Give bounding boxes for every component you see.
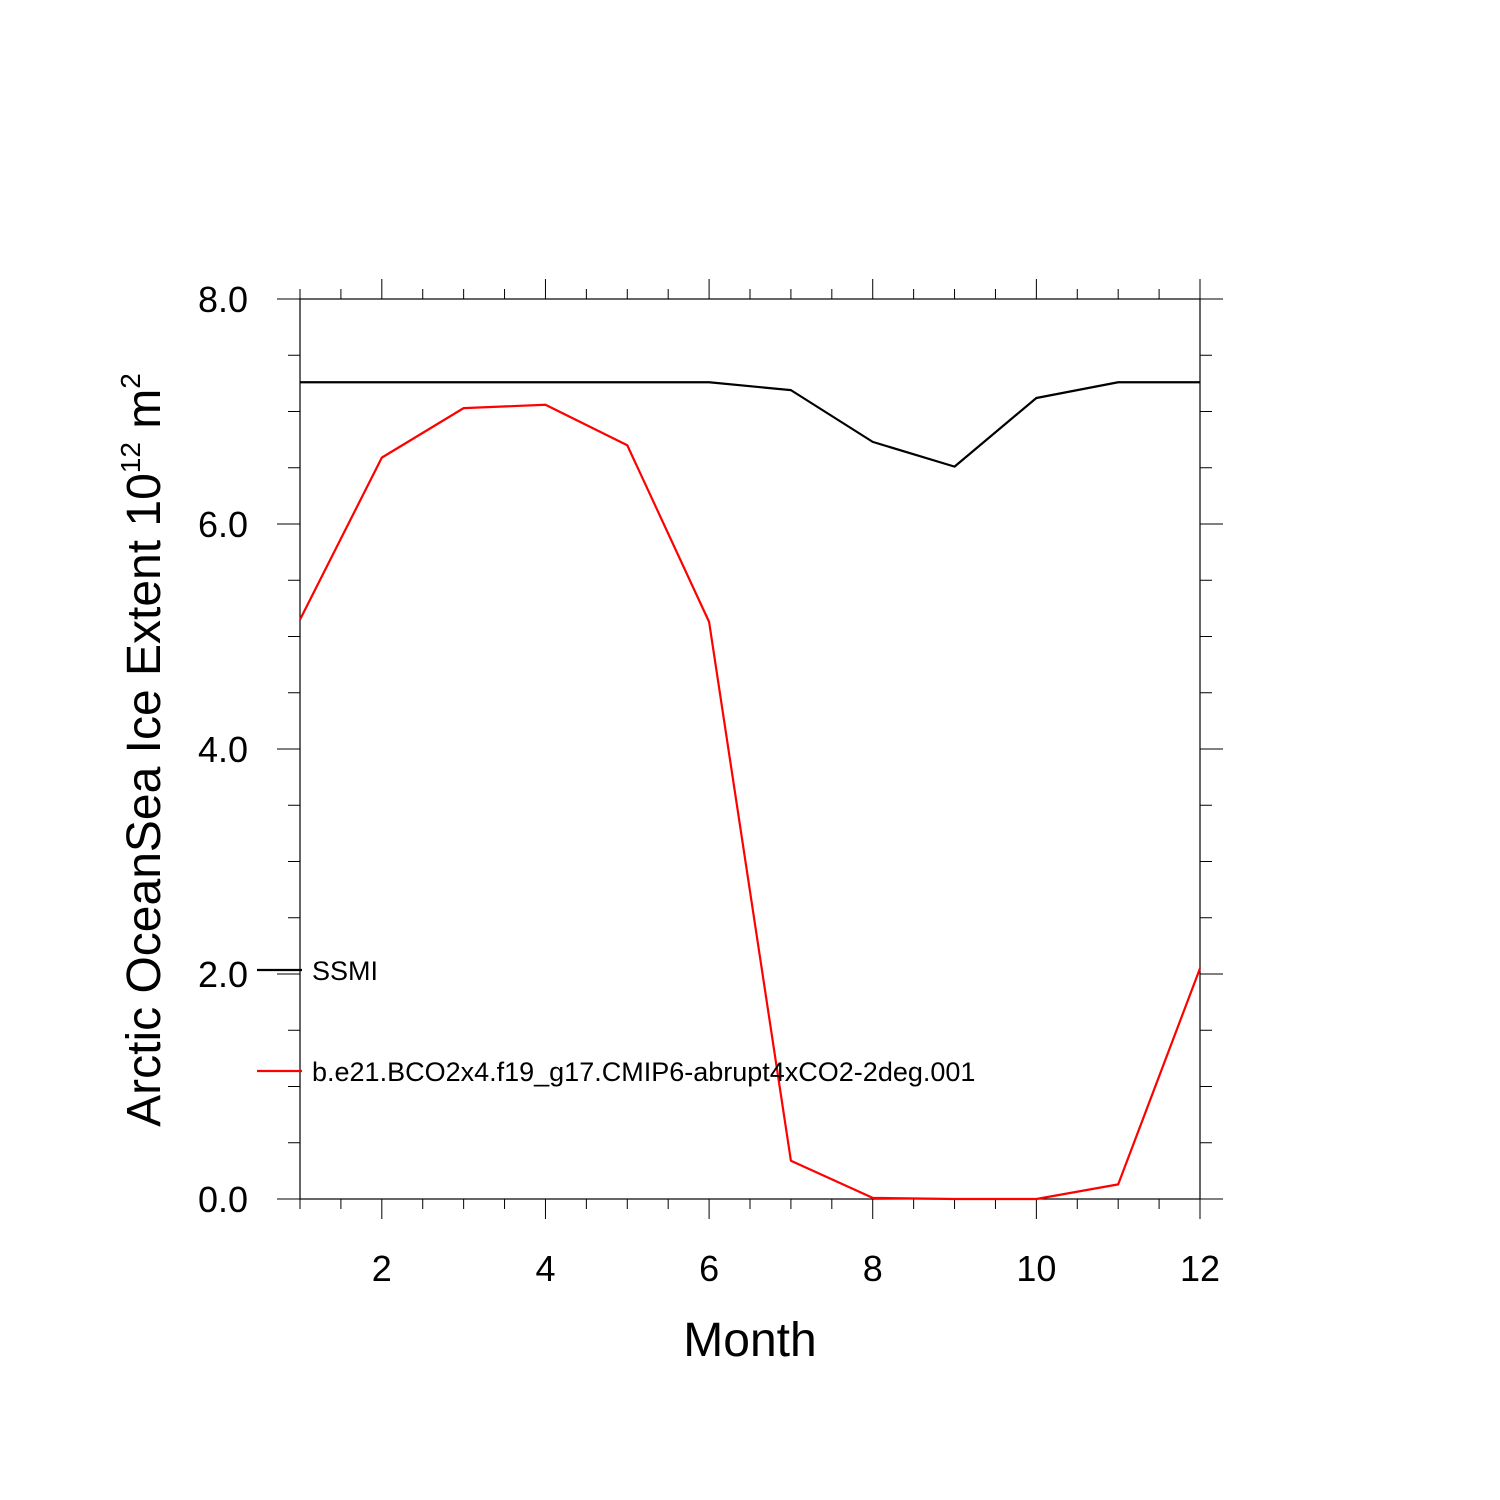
plot-frame	[299, 298, 1201, 1200]
legend-label-1: SSMI	[312, 956, 378, 986]
legend-label-2: b.e21.BCO2x4.f19_g17.CMIP6-abrupt4xCO2-2…	[312, 1057, 975, 1087]
series-lines	[299, 381, 1202, 1201]
x-axis-title: Month	[683, 1314, 816, 1367]
y-tick-label: 2.0	[198, 954, 248, 995]
y-axis-title-unit: m	[118, 389, 171, 442]
axis-ticks	[277, 279, 1223, 1219]
y-tick-label: 0.0	[198, 1179, 248, 1220]
y-axis-title-unit-exponent: 2	[115, 373, 146, 389]
x-tick-label: 8	[863, 1248, 883, 1289]
y-tick-label: 8.0	[198, 279, 248, 320]
legend: SSMI b.e21.BCO2x4.f19_g17.CMIP6-abrupt4xC…	[257, 956, 975, 1087]
y-axis-title: Arctic OceanSea Ice Extent 1012 m2	[115, 373, 171, 1127]
y-tick-label: 4.0	[198, 729, 248, 770]
y-axis-title-text: Arctic OceanSea Ice Extent 10	[118, 473, 171, 1127]
x-tick-label: 2	[372, 1248, 392, 1289]
tick-labels: 2 4 6 8 10 12 0.0 2.0 4.0 6.0 8.0	[198, 279, 1220, 1289]
x-tick-label: 12	[1180, 1248, 1220, 1289]
x-tick-label: 10	[1016, 1248, 1056, 1289]
x-tick-label: 6	[699, 1248, 719, 1289]
y-tick-label: 6.0	[198, 504, 248, 545]
y-axis-title-exponent: 12	[115, 442, 146, 473]
x-tick-label: 4	[535, 1248, 555, 1289]
series-line-1	[300, 381, 1200, 468]
series-line-2	[299, 403, 1202, 1201]
